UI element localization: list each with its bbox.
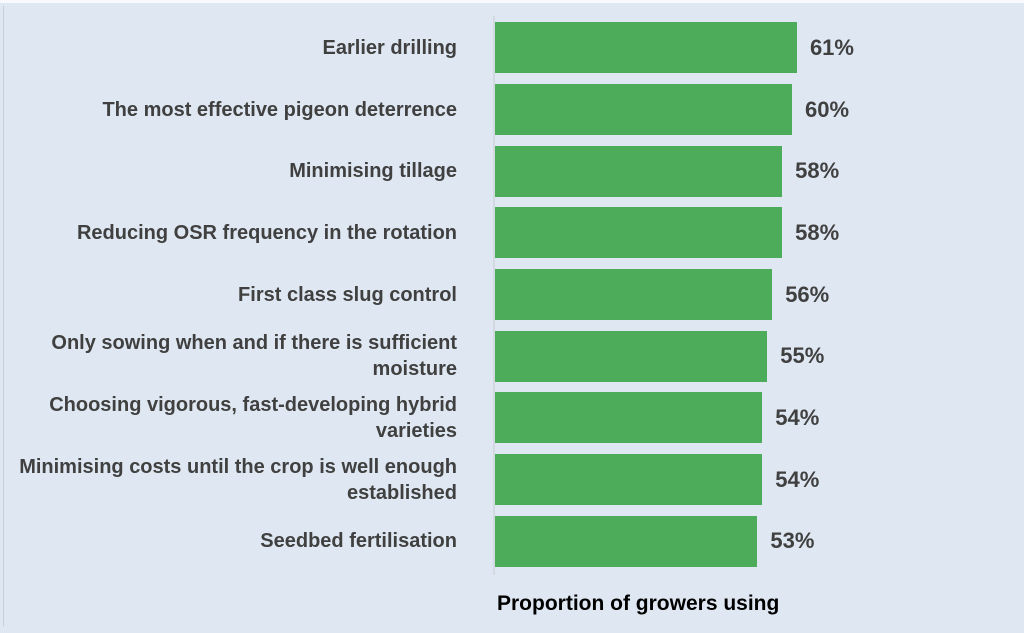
bar-row: Earlier drilling 61% (0, 17, 1024, 79)
value-label: 53% (770, 528, 815, 554)
bar-area: 55% (473, 325, 1024, 387)
category-label: The most effective pigeon deterrence (102, 98, 457, 121)
bar-row: Choosing vigorous, fast-developing hybri… (0, 387, 1024, 449)
value-label: 61% (809, 34, 854, 60)
bar (495, 269, 773, 321)
bar (495, 392, 763, 444)
bar (495, 515, 758, 567)
value-label: 55% (780, 343, 825, 369)
category-label: Choosing vigorous, fast-developing hybri… (49, 393, 457, 442)
bar-area: 54% (473, 387, 1024, 449)
value-label: 58% (795, 219, 840, 245)
bar (495, 454, 763, 506)
bar (495, 330, 768, 382)
category-label: Minimising costs until the crop is well … (19, 455, 457, 504)
y-axis-line (493, 16, 495, 575)
top-edge-highlight (0, 0, 1024, 3)
bar-area: 61% (473, 17, 1024, 79)
left-edge-line (3, 6, 4, 626)
bar-area: 54% (473, 449, 1024, 511)
bar-area: 58% (473, 202, 1024, 264)
bar-row: The most effective pigeon deterrence 60% (0, 79, 1024, 141)
category-label: Earlier drilling (322, 36, 457, 59)
value-label: 54% (775, 466, 820, 492)
bar (495, 145, 783, 197)
bar-row: First class slug control 56% (0, 264, 1024, 326)
x-axis-title: Proportion of growers using (497, 592, 780, 615)
bar-row: Reducing OSR frequency in the rotation 58… (0, 202, 1024, 264)
category-label: Minimising tillage (289, 160, 457, 183)
bar (495, 84, 792, 136)
bar-row: Minimising costs until the crop is well … (0, 449, 1024, 511)
bar (495, 22, 797, 74)
value-label: 60% (805, 96, 850, 122)
bar-area: 56% (473, 264, 1024, 326)
bar-area: 58% (473, 140, 1024, 202)
value-label: 58% (795, 158, 840, 184)
bar-area: 60% (473, 79, 1024, 141)
category-label: Reducing OSR frequency in the rotation (76, 221, 457, 244)
bar-area: 53% (473, 511, 1024, 573)
category-label: Seedbed fertilisation (260, 530, 457, 553)
bar-row: Only sowing when and if there is suffici… (0, 325, 1024, 387)
bar-row: Minimising tillage 58% (0, 140, 1024, 202)
category-label: Only sowing when and if there is suffici… (51, 332, 457, 381)
value-label: 54% (775, 404, 820, 430)
bar (495, 207, 783, 259)
category-label: First class slug control (238, 283, 457, 306)
value-label: 56% (785, 281, 830, 307)
bar-row: Seedbed fertilisation 53% (0, 511, 1024, 573)
bar-rows: Earlier drilling 61% The most effective pi… (0, 17, 1024, 572)
